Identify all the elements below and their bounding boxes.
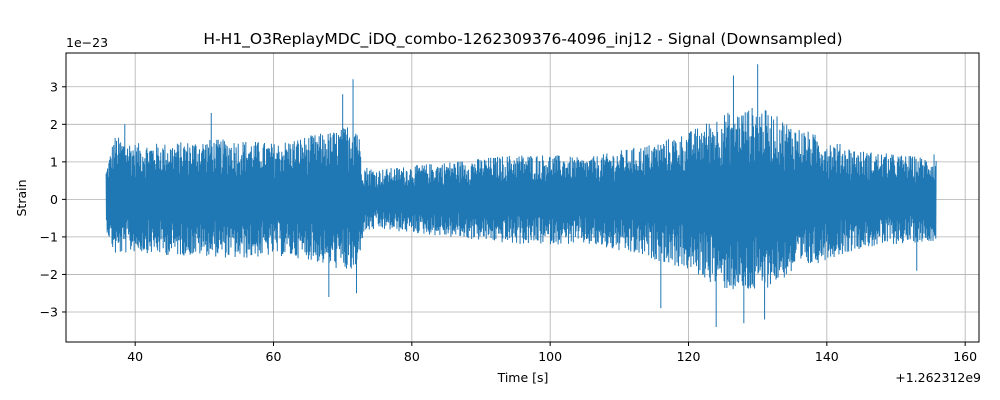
y-tick-label: 3 [50, 79, 58, 94]
x-axis-label: Time [s] [497, 370, 549, 385]
y-tick-label: −2 [40, 267, 58, 282]
y-tick-label: 2 [50, 117, 58, 132]
x-axis: 40 60 80 100 120 140 160 [127, 342, 977, 364]
x-tick-label: 80 [404, 349, 420, 364]
chart-title: H-H1_O3ReplayMDC_iDQ_combo-1262309376-40… [203, 30, 842, 49]
x-tick-label: 120 [677, 349, 701, 364]
signal-series-line [105, 64, 937, 327]
x-tick-label: 160 [953, 349, 977, 364]
x-tick-label: 100 [538, 349, 562, 364]
y-tick-label: −3 [40, 304, 58, 319]
x-tick-label: 60 [266, 349, 282, 364]
y-tick-label: 0 [50, 192, 58, 207]
y-tick-label: 1 [50, 154, 58, 169]
y-tick-label: −1 [40, 229, 58, 244]
plot-frame [65, 52, 980, 343]
plot-area [105, 64, 937, 327]
x-tick-label: 40 [127, 349, 143, 364]
y-axis: −3 −2 −1 0 1 2 3 [40, 79, 66, 319]
x-offset-label: +1.262312e9 [895, 370, 981, 385]
y-scale-label: 1e−23 [66, 35, 108, 50]
x-tick-label: 140 [815, 349, 839, 364]
y-axis-label: Strain [14, 179, 29, 216]
